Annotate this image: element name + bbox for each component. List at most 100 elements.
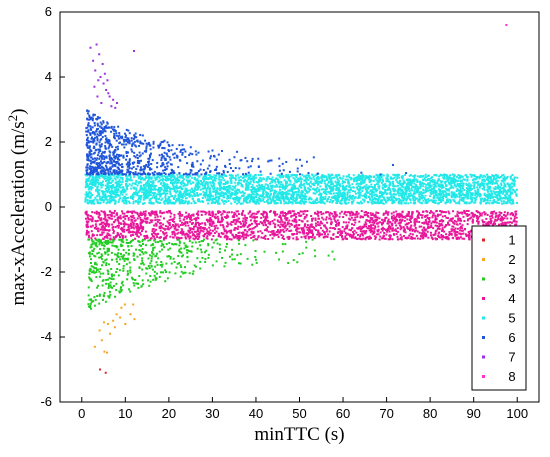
data-point xyxy=(448,183,451,186)
data-point xyxy=(191,234,194,237)
data-point xyxy=(179,251,182,254)
data-point xyxy=(96,189,99,192)
data-point xyxy=(348,228,351,231)
data-point xyxy=(334,194,337,197)
data-point xyxy=(337,183,340,186)
data-point xyxy=(422,188,425,191)
data-point xyxy=(329,226,332,229)
data-point xyxy=(108,277,111,280)
data-point xyxy=(408,194,411,197)
data-point xyxy=(89,267,92,270)
data-point xyxy=(496,190,499,193)
data-point xyxy=(238,234,241,237)
data-point xyxy=(460,185,463,188)
data-point xyxy=(407,212,410,215)
data-point xyxy=(284,214,287,217)
data-point xyxy=(186,179,189,182)
data-point xyxy=(159,226,162,229)
data-point xyxy=(180,230,183,233)
data-point xyxy=(336,195,339,198)
data-point xyxy=(164,236,167,239)
data-point xyxy=(159,222,162,225)
data-point xyxy=(279,226,282,229)
data-point xyxy=(467,218,470,221)
data-point xyxy=(279,191,282,194)
data-point xyxy=(252,192,255,195)
data-point xyxy=(309,224,312,227)
data-point xyxy=(271,176,274,179)
data-point xyxy=(220,191,223,194)
data-point xyxy=(132,303,135,306)
data-point xyxy=(252,239,255,242)
data-point xyxy=(308,227,311,230)
data-point xyxy=(141,230,144,233)
data-point xyxy=(463,202,466,205)
data-point xyxy=(407,236,410,239)
data-point xyxy=(396,235,399,238)
data-point xyxy=(290,215,293,218)
data-point xyxy=(227,223,230,226)
data-point xyxy=(278,188,281,191)
data-point xyxy=(383,218,386,221)
data-point xyxy=(94,237,97,240)
data-point xyxy=(110,217,113,220)
data-point xyxy=(249,177,252,180)
data-point xyxy=(176,223,179,226)
data-point xyxy=(180,221,183,224)
data-point xyxy=(503,217,506,220)
data-point xyxy=(253,216,256,219)
data-point xyxy=(265,214,268,217)
data-point xyxy=(212,188,215,191)
data-point xyxy=(285,181,288,184)
data-point xyxy=(99,268,102,271)
data-point xyxy=(210,184,213,187)
data-point xyxy=(359,200,362,203)
data-point xyxy=(122,241,125,244)
data-point xyxy=(103,241,106,244)
data-point xyxy=(244,178,247,181)
data-point xyxy=(331,176,334,179)
data-point xyxy=(281,220,284,223)
data-point xyxy=(454,227,457,230)
data-point xyxy=(255,180,258,183)
series-1-points xyxy=(99,368,107,374)
data-point xyxy=(343,186,346,189)
data-point xyxy=(118,291,121,294)
data-point xyxy=(255,258,258,261)
data-point xyxy=(151,230,154,233)
data-point xyxy=(494,195,497,198)
data-point xyxy=(285,229,288,232)
data-point xyxy=(192,228,195,231)
data-point xyxy=(351,235,354,238)
data-point xyxy=(326,198,329,201)
data-point xyxy=(298,189,301,192)
data-point xyxy=(444,184,447,187)
data-point xyxy=(155,252,158,255)
data-point xyxy=(399,221,402,224)
data-point xyxy=(113,274,116,277)
data-point xyxy=(503,183,506,186)
data-point xyxy=(90,278,93,281)
data-point xyxy=(484,175,487,178)
data-point xyxy=(142,220,145,223)
data-point xyxy=(207,230,210,233)
data-point xyxy=(358,226,361,229)
data-point xyxy=(384,185,387,188)
data-point xyxy=(134,211,137,214)
data-point xyxy=(176,238,179,241)
data-point xyxy=(386,177,389,180)
data-point xyxy=(172,225,175,228)
data-point xyxy=(359,215,362,218)
data-point xyxy=(486,193,489,196)
data-point xyxy=(317,211,320,214)
data-point xyxy=(241,202,244,205)
data-point xyxy=(238,190,241,193)
data-point xyxy=(377,211,380,214)
data-point xyxy=(151,228,154,231)
data-point xyxy=(298,253,301,256)
data-point xyxy=(96,219,99,222)
data-point xyxy=(365,175,368,178)
data-point xyxy=(431,236,434,239)
data-point xyxy=(149,212,152,215)
data-point xyxy=(113,174,116,177)
